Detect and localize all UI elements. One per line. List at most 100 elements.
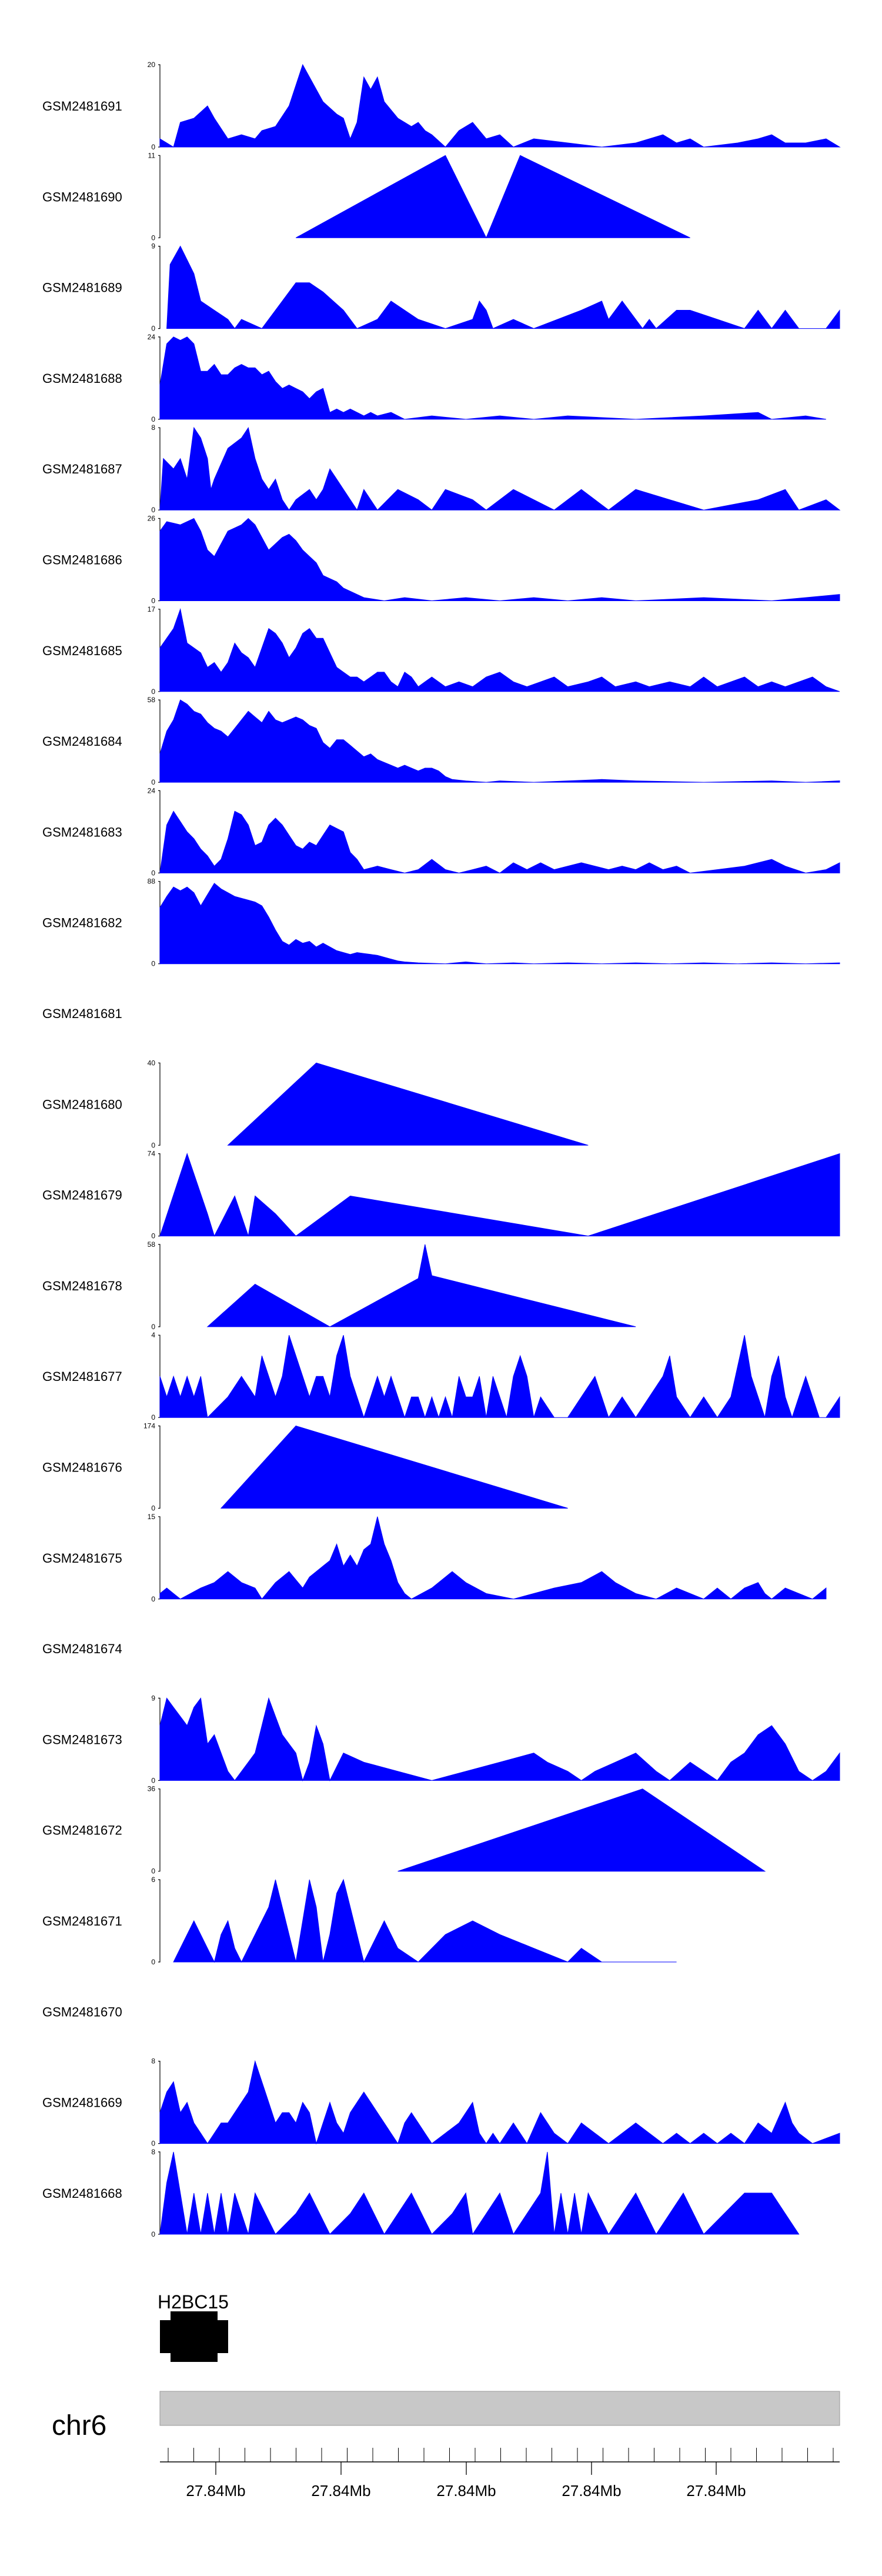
chromosome-ideogram: chr6 — [52, 2391, 840, 2441]
y-tick-max: 8 — [151, 423, 155, 432]
coverage-area — [166, 245, 840, 329]
track-GSM2481690: GSM2481690 11 0 — [42, 151, 690, 242]
track-GSM2481673: GSM2481673 9 0 — [42, 1694, 840, 1784]
y-tick-zero: 0 — [151, 597, 155, 605]
track-label: GSM2481678 — [42, 1279, 122, 1293]
coverage-area — [159, 699, 840, 783]
y-tick-max: 36 — [148, 1785, 156, 1793]
track-GSM2481672: GSM2481672 36 0 — [42, 1785, 766, 1876]
coverage-area — [159, 2060, 840, 2145]
track-y-axis — [158, 1788, 161, 1872]
track-label: GSM2481683 — [42, 825, 122, 839]
x-tick-label: 27.84Mb — [436, 2482, 496, 2500]
track-label: GSM2481681 — [42, 1006, 122, 1021]
y-tick-zero: 0 — [151, 960, 155, 968]
y-tick-zero: 0 — [151, 143, 155, 151]
y-tick-zero: 0 — [151, 1232, 155, 1240]
y-tick-max: 15 — [148, 1513, 156, 1521]
coverage-area — [220, 1425, 568, 1509]
chromosome-label: chr6 — [52, 2410, 106, 2441]
coverage-area — [397, 1788, 766, 1872]
y-tick-max: 6 — [151, 1876, 155, 1884]
y-tick-zero: 0 — [151, 869, 155, 877]
y-tick-max: 8 — [151, 2148, 155, 2156]
track-GSM2481689: GSM2481689 9 0 — [42, 242, 840, 333]
track-y-axis — [158, 427, 161, 510]
track-y-axis — [158, 1879, 161, 1963]
track-label: GSM2481669 — [42, 2095, 122, 2110]
track-GSM2481674: GSM2481674 — [42, 1641, 122, 1656]
track-GSM2481679: GSM2481679 74 0 — [42, 1150, 840, 1240]
track-y-axis — [158, 336, 161, 420]
y-tick-max: 24 — [148, 786, 156, 795]
track-GSM2481670: GSM2481670 — [42, 2004, 122, 2019]
y-tick-max: 20 — [148, 61, 156, 69]
track-GSM2481681: GSM2481681 — [42, 1006, 122, 1021]
y-tick-zero: 0 — [151, 1504, 155, 1513]
track-label: GSM2481677 — [42, 1369, 122, 1384]
y-tick-zero: 0 — [151, 1413, 155, 1422]
y-tick-zero: 0 — [151, 688, 155, 696]
track-y-axis — [158, 155, 161, 238]
x-tick-label: 27.84Mb — [186, 2482, 245, 2500]
y-tick-max: 174 — [143, 1422, 155, 1430]
track-GSM2481687: GSM2481687 8 0 — [42, 423, 841, 514]
y-tick-zero: 0 — [151, 233, 155, 242]
track-GSM2481678: GSM2481678 58 0 — [42, 1240, 636, 1331]
x-tick-label: 27.84Mb — [562, 2482, 621, 2500]
track-y-axis — [158, 1244, 161, 1327]
y-tick-zero: 0 — [151, 1141, 155, 1149]
track-GSM2481680: GSM2481680 40 0 — [42, 1059, 589, 1149]
track-label: GSM2481670 — [42, 2004, 122, 2019]
track-label: GSM2481691 — [42, 99, 122, 114]
track-y-axis — [158, 790, 161, 873]
y-tick-max: 58 — [148, 696, 156, 704]
coverage-area — [159, 1516, 827, 1600]
track-GSM2481688: GSM2481688 24 0 — [42, 333, 826, 423]
track-label: GSM2481676 — [42, 1460, 122, 1475]
track-label: GSM2481682 — [42, 916, 122, 930]
track-label: GSM2481668 — [42, 2186, 122, 2201]
track-y-axis — [158, 64, 161, 148]
data-tracks: GSM2481691200GSM2481690110GSM248168990GS… — [42, 61, 841, 2238]
y-tick-zero: 0 — [151, 1776, 155, 1784]
track-y-axis — [158, 2061, 161, 2144]
track-GSM2481682: GSM2481682 88 0 — [42, 877, 840, 968]
coverage-area — [159, 1697, 840, 1782]
track-label: GSM2481674 — [42, 1641, 122, 1656]
y-tick-zero: 0 — [151, 778, 155, 786]
track-label: GSM2481672 — [42, 1823, 122, 1838]
y-tick-max: 40 — [148, 1059, 156, 1067]
track-label: GSM2481684 — [42, 734, 122, 749]
y-tick-zero: 0 — [151, 1867, 155, 1876]
track-label: GSM2481680 — [42, 1097, 122, 1112]
y-tick-zero: 0 — [151, 506, 155, 514]
coverage-area — [159, 336, 826, 420]
coverage-area — [206, 1244, 636, 1327]
y-tick-zero: 0 — [151, 1595, 155, 1603]
track-label: GSM2481688 — [42, 371, 122, 386]
track-label: GSM2481689 — [42, 281, 122, 295]
y-tick-max: 8 — [151, 2057, 155, 2066]
y-tick-max: 58 — [148, 1240, 156, 1249]
gene-label: H2BC15 — [158, 2291, 229, 2313]
gene-track: H2BC15 — [158, 2291, 229, 2362]
coverage-area — [159, 2151, 800, 2235]
track-GSM2481675: GSM2481675 15 0 — [42, 1513, 827, 1603]
y-tick-max: 74 — [148, 1150, 156, 1158]
y-tick-zero: 0 — [151, 415, 155, 423]
track-GSM2481676: GSM2481676 174 0 — [42, 1422, 568, 1513]
coverage-area — [159, 518, 840, 602]
track-GSM2481671: GSM2481671 6 0 — [42, 1876, 677, 1966]
x-tick-label: 27.84Mb — [686, 2482, 746, 2500]
coverage-area — [159, 64, 841, 148]
coverage-area — [159, 883, 840, 965]
track-GSM2481668: GSM2481668 8 0 — [42, 2148, 800, 2238]
track-label: GSM2481690 — [42, 189, 122, 204]
track-label: GSM2481671 — [42, 1914, 122, 1928]
chromosome-band — [159, 2391, 840, 2426]
gene-exon — [171, 2311, 218, 2362]
track-y-axis — [158, 699, 161, 783]
track-y-axis — [158, 1425, 161, 1509]
